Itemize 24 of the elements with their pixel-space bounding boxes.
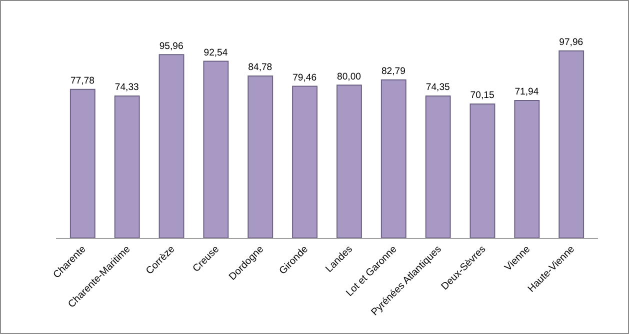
bar <box>380 79 406 238</box>
bar <box>248 76 274 238</box>
bar <box>203 60 229 238</box>
data-label: 92,54 <box>204 47 228 58</box>
bar <box>558 50 584 238</box>
data-label: 97,96 <box>559 36 584 48</box>
data-label: 74,35 <box>426 82 450 94</box>
data-label: 95,96 <box>159 40 184 52</box>
bar <box>70 88 96 238</box>
bar <box>292 86 318 238</box>
data-label: 74,33 <box>114 82 139 94</box>
data-label: 84,78 <box>248 62 272 74</box>
bar <box>114 95 140 238</box>
bar <box>425 95 451 238</box>
data-label: 77,78 <box>70 76 94 87</box>
data-label: 70,15 <box>470 90 494 102</box>
data-label: 71,94 <box>514 86 540 98</box>
data-label: 80,00 <box>337 71 361 82</box>
bar <box>158 54 184 238</box>
bar <box>470 103 496 238</box>
bar <box>336 84 362 238</box>
bar <box>514 100 540 238</box>
data-label: 82,79 <box>381 66 406 77</box>
data-label: 79,46 <box>292 72 317 84</box>
